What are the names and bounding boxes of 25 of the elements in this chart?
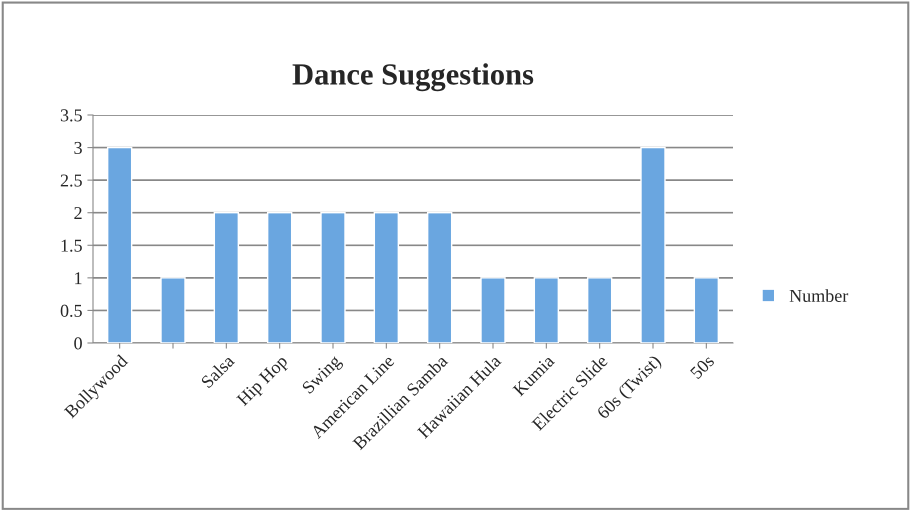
y-tick-label: 1	[75, 272, 82, 284]
chart-title: Dance Suggestions	[292, 63, 534, 92]
bar	[694, 277, 720, 343]
y-tick-label: 3	[74, 142, 82, 154]
y-tick-label: 0	[74, 337, 82, 350]
bar	[374, 212, 400, 343]
x-tick-label: Salsa	[200, 354, 236, 388]
y-tick-label: 3.5	[60, 109, 82, 122]
bar	[480, 277, 506, 343]
bar	[426, 212, 452, 343]
bar	[586, 277, 612, 343]
x-tick-label: 50s	[690, 354, 715, 380]
bar	[266, 212, 292, 343]
x-tick-label: Hip Hop	[236, 354, 291, 409]
y-tick-label: 2	[74, 207, 82, 219]
bar	[534, 277, 560, 343]
y-tick-label: 1.5	[62, 240, 82, 252]
y-tick-label: 2.5	[60, 174, 82, 187]
y-tick-label: 0.5	[60, 304, 82, 317]
bar	[106, 146, 132, 343]
legend-label: Number	[790, 289, 848, 302]
bar	[160, 277, 186, 343]
bar	[320, 212, 346, 343]
bar	[214, 212, 240, 343]
bar	[640, 146, 666, 343]
